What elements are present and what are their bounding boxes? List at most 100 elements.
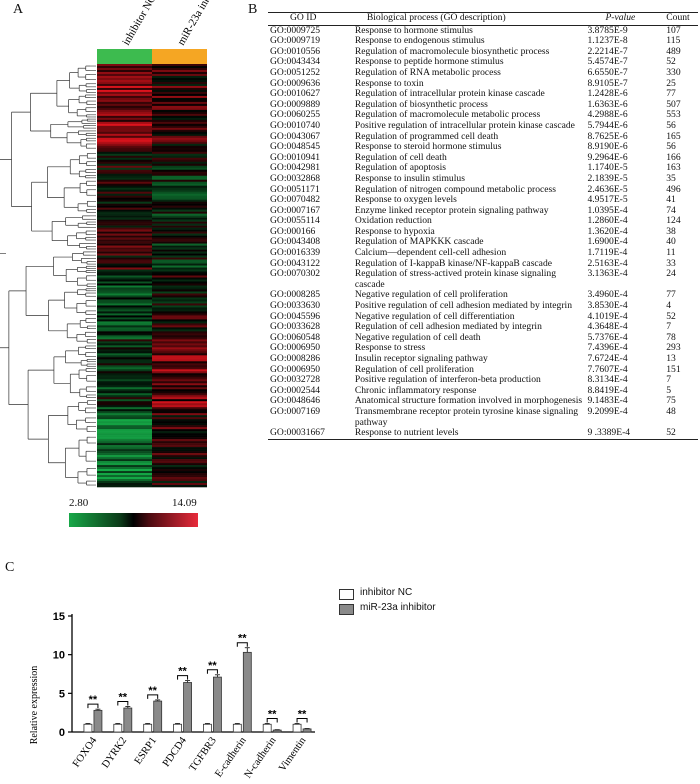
heatmap-cell: [97, 341, 152, 344]
heatmap-cell: [152, 343, 207, 346]
heatmap-cell: [152, 103, 207, 107]
heatmap-cell: [152, 245, 207, 248]
column-label-mir23a-inhibitor: miR-23a inhibitor: [175, 0, 225, 48]
heatmap-cell: [152, 417, 207, 420]
legend-label-inhibitor-nc: inhibitor NC: [360, 587, 413, 598]
heatmap-cell: [152, 287, 207, 290]
count-cell: 5: [666, 384, 672, 396]
table-row: GO:000166 Response to hypoxia 1.3620E-4 38: [268, 225, 698, 238]
heatmap-cell: [97, 171, 152, 175]
significance-bracket: [117, 700, 129, 706]
go-id-cell: GO:0010627: [270, 88, 321, 100]
heatmap-cell: [152, 277, 207, 280]
heatmap-cell: [152, 237, 207, 240]
heatmap-cell: [152, 113, 207, 117]
heatmap-cell: [97, 473, 152, 476]
heatmap-cell: [152, 183, 207, 187]
heatmap-cell: [97, 319, 152, 322]
heatmap-cell: [152, 467, 207, 470]
heatmap-cell: [152, 83, 207, 87]
heatmap-cell: [152, 289, 207, 292]
heatmap-cell: [152, 345, 207, 348]
heatmap-cell: [97, 227, 152, 230]
heatmap-cell: [97, 465, 152, 468]
go-id-cell: GO:0048646: [270, 395, 321, 407]
heatmap-cell: [152, 187, 207, 191]
heatmap-cell: [152, 313, 207, 316]
heatmap-cell: [97, 429, 152, 432]
go-id-cell: GO:000166: [270, 225, 316, 237]
heatmap-cell: [152, 191, 207, 194]
heatmap-cell: [152, 449, 207, 452]
significance-bracket: [206, 669, 218, 674]
heatmap-cell: [152, 93, 207, 97]
header-p-value: P-value: [585, 12, 665, 26]
process-cell: Regulation of apoptosis: [354, 162, 446, 174]
heatmap-cell: [97, 147, 152, 151]
heatmap-cell: [97, 93, 152, 97]
heatmap-cell: [152, 457, 207, 460]
count-cell: 24: [666, 268, 676, 280]
count-cell: 48: [666, 405, 676, 417]
heatmap-cell: [152, 295, 207, 298]
go-id-cell: GO:00031667: [268, 427, 353, 440]
heatmap-cell: [97, 383, 152, 386]
heatmap-cell: [97, 469, 152, 472]
count-cell: 56: [666, 119, 676, 131]
heatmap-cell: [152, 71, 207, 75]
heatmap-cell: [152, 207, 207, 210]
x-tick-label: ESRP1: [133, 735, 159, 766]
heatmap-cell: [152, 307, 207, 310]
significance-label: **: [178, 666, 187, 678]
y-axis-label: Relative expression: [29, 666, 40, 745]
heatmap-cell: [152, 271, 207, 274]
heatmap-cell: [152, 439, 207, 442]
heatmap-cell: [97, 333, 152, 336]
heatmap-cell: [152, 177, 207, 181]
p-value-cell: 1.7119E-4: [587, 247, 628, 259]
table-row: GO:0051171 Regulation of nitrogen compoun…: [268, 183, 698, 196]
heatmap-cell: [152, 381, 207, 384]
p-value-cell: 9.1483E-4: [587, 395, 628, 407]
heatmap-cell: [152, 291, 207, 294]
heatmap-cell: [152, 239, 207, 242]
heatmap-cell: [97, 353, 152, 356]
heatmap-cell: [97, 303, 152, 306]
heatmap-cell: [152, 257, 207, 260]
table-row: GO:0043434 Response to peptide hormone st…: [268, 57, 698, 68]
heatmap-cell: [152, 461, 207, 464]
heatmap-cell: [152, 235, 207, 238]
heatmap-cell: [152, 185, 207, 189]
heatmap-cell: [97, 135, 152, 139]
panel-label-a: A: [13, 2, 24, 17]
table-row: GO:0043122 Regulation of I-kappaB kinase/…: [268, 258, 698, 270]
heatmap-cell: [152, 119, 207, 123]
process-cell: Regulation of MAPKKK cascade: [354, 236, 484, 248]
heatmap-cell: [97, 199, 152, 202]
heatmap-cell: [97, 283, 152, 286]
heatmap-cell: [152, 79, 207, 83]
p-value-cell: 7.6724E-4: [587, 353, 628, 364]
heatmap-cell: [97, 475, 152, 478]
heatmap-cell: [97, 335, 152, 338]
heatmap-cell: [152, 357, 207, 360]
heatmap-cell: [97, 279, 152, 282]
heatmap-cell: [152, 393, 207, 396]
p-value-cell: 2.4636E-5: [587, 183, 628, 195]
heatmap-cell: [97, 367, 152, 370]
heatmap-cell: [97, 299, 152, 302]
heatmap-cell: [152, 263, 207, 266]
go-id-cell: GO:0055114: [270, 215, 320, 227]
heatmap-cell: [97, 161, 152, 165]
count-cell: 496: [666, 183, 681, 195]
heatmap-cell: [97, 419, 152, 422]
heatmap-cell: [152, 225, 207, 228]
heatmap-cell: [152, 337, 207, 340]
heatmap-cell: [152, 255, 207, 258]
heatmap-cell: [152, 137, 207, 141]
heatmap-cell: [152, 165, 207, 169]
heatmap-cell: [97, 71, 152, 75]
bar-inhibitor-nc: [203, 723, 212, 733]
p-value-cell: 1.3620E-4: [587, 225, 628, 237]
heatmap-cell: [97, 237, 152, 240]
